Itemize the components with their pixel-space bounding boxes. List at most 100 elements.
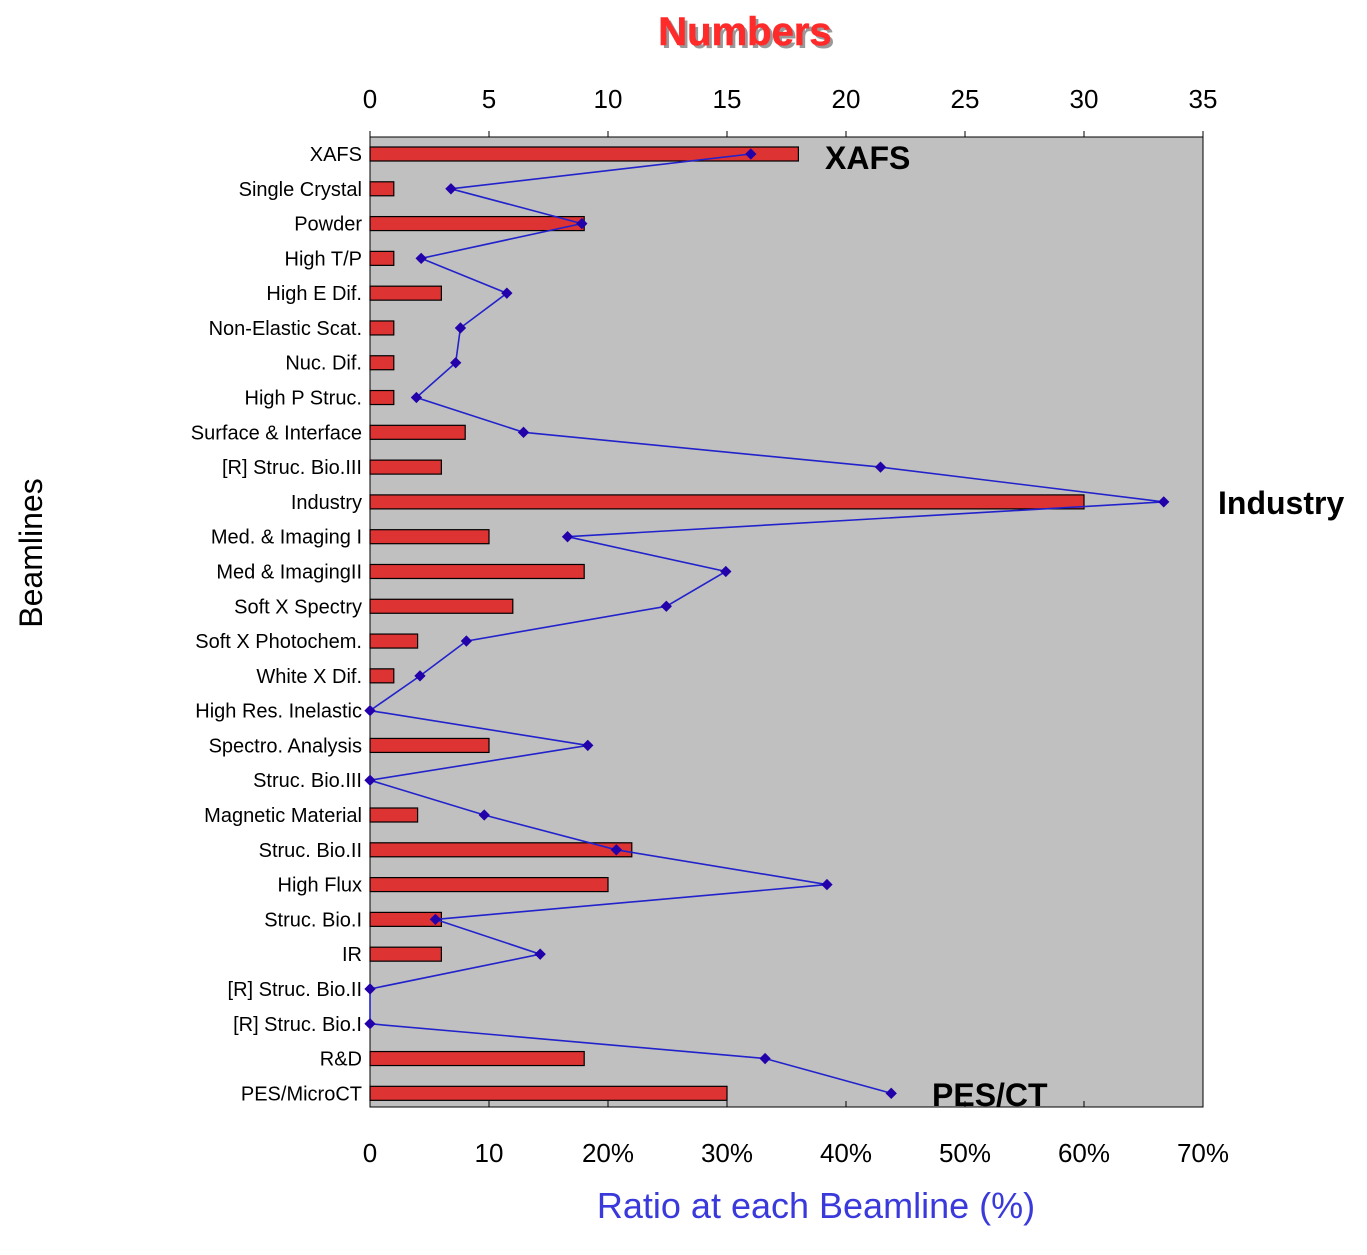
ratio-marker	[745, 148, 757, 160]
annotation-xafs: XAFS	[825, 140, 910, 176]
bottom-axis-ticks: 0 10 20% 30% 40% 50% 60% 70%	[363, 1101, 1229, 1168]
ratio-marker	[460, 635, 473, 647]
bar	[369, 946, 443, 962]
ratio-marker	[610, 844, 622, 856]
category-label: Med. & Imaging I	[211, 527, 362, 549]
y-axis-label: Beamlines	[13, 478, 49, 627]
annotation-industry: Industry	[1218, 485, 1344, 521]
top-tick-label: 20	[832, 84, 861, 114]
x-axis-label: Ratio at each Beamline (%)	[597, 1185, 1035, 1226]
top-tick-label: 10	[594, 84, 623, 114]
category-label: [R] Struc. Bio.I	[233, 1014, 362, 1036]
category-label: Spectro. Analysis	[209, 735, 362, 757]
category-label: [R] Struc. Bio.II	[228, 979, 362, 1001]
bottom-tick-label: 10	[475, 1138, 504, 1168]
top-tick-label: 0	[363, 84, 377, 114]
ratio-marker	[576, 217, 588, 230]
category-label: High Res. Inelastic	[195, 701, 362, 723]
top-tick-label: 15	[713, 84, 742, 114]
bar	[369, 181, 395, 197]
top-tick-label: 25	[951, 84, 980, 114]
bar	[369, 1050, 585, 1067]
bottom-tick-label: 20%	[582, 1138, 634, 1168]
category-label: Struc. Bio.II	[259, 840, 362, 862]
category-label: Industry	[291, 492, 362, 514]
category-label: High P Struc.	[245, 388, 362, 410]
bottom-tick-label: 60%	[1058, 1138, 1110, 1168]
bar	[369, 285, 443, 301]
chart-title-shadow: Numbers	[661, 13, 834, 57]
bar	[369, 563, 585, 580]
category-label: Soft X Spectry	[234, 596, 362, 618]
ratio-marker	[429, 913, 442, 926]
plot-area	[369, 136, 1204, 1108]
bar	[369, 737, 490, 754]
category-label: High E Dif.	[266, 283, 362, 305]
category-label: Powder	[294, 214, 362, 236]
category-label: Struc. Bio.III	[253, 770, 362, 792]
category-label: [R] Struc. Bio.III	[222, 457, 362, 479]
ratio-marker	[445, 183, 457, 195]
ratio-marker	[364, 704, 376, 717]
bar	[369, 424, 466, 440]
top-tick-label: 30	[1070, 84, 1099, 114]
category-label: Med & ImagingII	[216, 561, 362, 583]
bar	[369, 668, 395, 684]
category-label: XAFS	[310, 144, 362, 166]
category-label: Struc. Bio.I	[264, 909, 362, 931]
chart-title: Numbers	[658, 10, 831, 54]
bottom-tick-label: 70%	[1177, 1138, 1229, 1168]
bar	[369, 1085, 728, 1101]
bar	[369, 250, 395, 266]
top-axis-ticks: 0 5 10 15 20 25 30 35	[363, 84, 1218, 137]
category-label: High Flux	[278, 875, 362, 897]
ratio-marker	[720, 565, 732, 578]
bar	[369, 146, 799, 162]
ratio-marker	[364, 1018, 376, 1030]
category-label: High T/P	[285, 248, 362, 270]
category-label: White X Dif.	[256, 666, 362, 688]
category-label: Nuc. Dif.	[285, 353, 362, 375]
annotation-pes-ct: PES/CT	[932, 1077, 1048, 1113]
bar-series	[369, 146, 1085, 1101]
ratio-marker	[582, 739, 594, 752]
ratio-marker	[478, 809, 490, 821]
category-labels: XAFS Single Crystal Powder High T/P High E D…	[191, 144, 363, 1105]
ratio-marker	[1158, 496, 1170, 508]
bottom-tick-label: 30%	[701, 1138, 753, 1168]
category-label: PES/MicroCT	[241, 1083, 362, 1105]
ratio-marker	[534, 948, 546, 960]
bar	[369, 842, 633, 858]
ratio-marker	[364, 983, 376, 995]
bar	[369, 876, 609, 893]
bar	[369, 459, 443, 475]
ratio-marker	[450, 357, 462, 369]
bar	[369, 529, 490, 545]
bottom-tick-label: 0	[363, 1138, 377, 1168]
ratio-marker	[874, 461, 887, 473]
ratio-marker	[885, 1087, 897, 1099]
bar	[369, 215, 585, 232]
ratio-marker	[821, 878, 833, 891]
ratio-marker	[364, 774, 376, 786]
bar	[369, 598, 514, 614]
category-label: Magnetic Material	[204, 805, 362, 827]
bar	[369, 355, 395, 371]
ratio-marker	[759, 1052, 771, 1065]
ratio-marker	[561, 531, 574, 543]
bar	[369, 389, 395, 406]
category-label: Soft X Photochem.	[195, 631, 362, 653]
ratio-marker	[414, 670, 426, 682]
bar	[369, 807, 419, 823]
ratio-marker	[410, 391, 423, 404]
top-tick-label: 5	[482, 84, 496, 114]
category-label: R&D	[320, 1049, 362, 1071]
category-label: Single Crystal	[239, 179, 362, 201]
category-label: IR	[342, 944, 362, 966]
ratio-marker	[660, 600, 672, 612]
ratio-marker	[454, 322, 467, 334]
bar	[369, 633, 419, 649]
top-tick-label: 35	[1189, 84, 1218, 114]
ratio-marker	[415, 252, 427, 265]
